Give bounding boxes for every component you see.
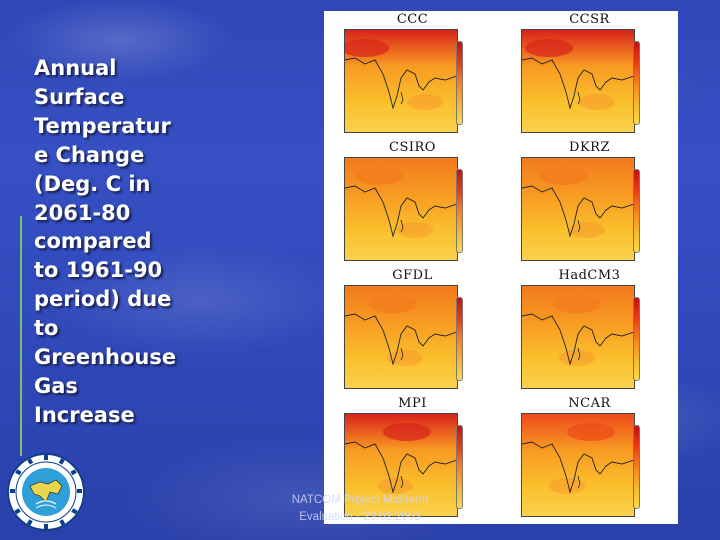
colorbar-legend: [456, 297, 463, 381]
model-label: CSIRO: [389, 140, 436, 155]
model-panel-ncar: NCAR: [501, 395, 678, 523]
latitude-ticks: [507, 413, 519, 517]
colorbar-legend: [456, 425, 463, 509]
organization-seal-icon: [6, 452, 86, 532]
latitude-ticks: [330, 157, 342, 261]
temperature-change-map: [344, 285, 458, 389]
latitude-ticks: [507, 29, 519, 133]
model-panel-dkrz: DKRZ: [501, 139, 678, 267]
model-panel-csiro: CSIRO: [324, 139, 501, 267]
colorbar-legend: [633, 169, 640, 253]
model-label: MPI: [398, 396, 427, 411]
latitude-ticks: [330, 29, 342, 133]
temperature-change-map: [344, 413, 458, 517]
colorbar-legend: [633, 41, 640, 125]
model-label: DKRZ: [569, 140, 610, 155]
temperature-change-map: [521, 413, 635, 517]
colorbar-legend: [456, 41, 463, 125]
temperature-change-map: [344, 29, 458, 133]
latitude-ticks: [330, 285, 342, 389]
model-panel-ccc: CCC: [324, 11, 501, 139]
model-label: CCSR: [569, 12, 610, 27]
colorbar-legend: [633, 297, 640, 381]
model-label: CCC: [396, 12, 429, 27]
model-panel-ccsr: CCSR: [501, 11, 678, 139]
slide-title: Annual Surface Temperatur e Change (Deg.…: [34, 56, 177, 427]
latitude-ticks: [507, 285, 519, 389]
temperature-change-map: [521, 157, 635, 261]
temperature-change-map: [344, 157, 458, 261]
footer-line-2: Evaluation - 23.02.2003: [299, 511, 421, 523]
model-label: NCAR: [568, 396, 611, 411]
model-label: HadCM3: [558, 268, 621, 283]
colorbar-legend: [633, 425, 640, 509]
model-panel-gfdl: GFDL: [324, 267, 501, 395]
model-panel-mpi: MPI: [324, 395, 501, 523]
footer-line-1: NATCOM Project Mid-term: [291, 494, 429, 506]
model-label: GFDL: [392, 268, 433, 283]
colorbar-legend: [456, 169, 463, 253]
temperature-change-map: [521, 285, 635, 389]
climate-model-maps-figure: CCC CCSR CSIRO DKRZ GFDL HadCM3 MPI NCAR: [324, 11, 678, 524]
slide-footer: NATCOM Project Mid-term Evaluation - 23.…: [272, 492, 448, 526]
decorative-divider-line: [20, 216, 22, 456]
latitude-ticks: [507, 157, 519, 261]
temperature-change-map: [521, 29, 635, 133]
model-panel-hadcm3: HadCM3: [501, 267, 678, 395]
